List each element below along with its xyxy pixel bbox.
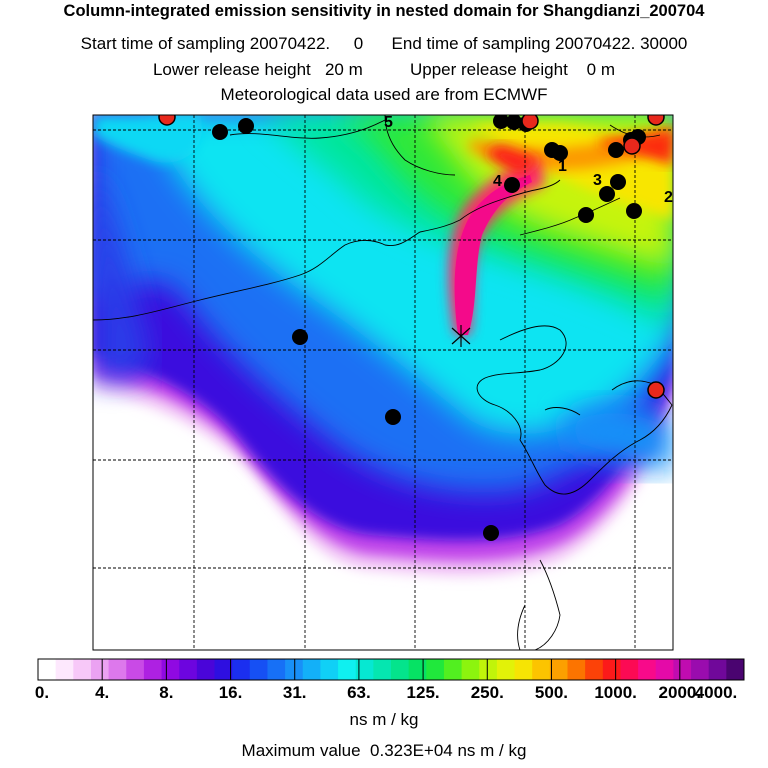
colorbar-cell xyxy=(638,659,657,680)
station-dot xyxy=(385,409,401,425)
colorbar-cell xyxy=(320,659,339,680)
colorbar-tick-label: 1000. xyxy=(594,683,637,702)
station-dot xyxy=(238,118,254,134)
colorbar-cell xyxy=(373,659,392,680)
colorbar-cell xyxy=(602,659,621,680)
colorbar-tick-label: 4000. xyxy=(694,683,738,702)
colorbar-cell xyxy=(726,659,745,680)
colorbar-cell xyxy=(126,659,145,680)
colorbar-cell xyxy=(249,659,268,680)
colorbar-cell xyxy=(214,659,233,680)
contour-label-1: 1 xyxy=(558,158,567,175)
colorbar-tick-label: 8. xyxy=(159,683,174,702)
station-markers-black xyxy=(212,115,646,541)
release-point-x-cross-icon xyxy=(451,325,471,347)
colorbar-cell xyxy=(408,659,427,680)
colorbar-cell xyxy=(532,659,551,680)
colorbar-tick-label: 2000. xyxy=(658,683,702,702)
colorbar-cell xyxy=(620,659,639,680)
plot-title: Column-integrated emission sensitivity i… xyxy=(63,2,705,20)
release-heights: Lower release height 20 m Upper release … xyxy=(152,60,616,79)
colorbar-cell xyxy=(161,659,180,680)
colorbar-cell xyxy=(55,659,74,680)
met-data-source: Meteorological data used are from ECMWF xyxy=(220,85,548,104)
colorbar-cell xyxy=(496,659,516,680)
station-dot xyxy=(504,177,520,193)
station-dot xyxy=(610,174,626,190)
station-dot-red xyxy=(521,115,539,130)
colorbar-cell xyxy=(108,659,127,680)
colorbar-cell xyxy=(143,659,163,680)
station-dot xyxy=(578,207,594,223)
colorbar-cell xyxy=(355,659,374,680)
colorbar-cell xyxy=(90,659,110,680)
colorbar-frame xyxy=(37,658,745,681)
contour-label-3: 3 xyxy=(593,172,602,189)
colorbar-tick-label: 63. xyxy=(347,683,371,702)
colorbar-cell xyxy=(179,659,198,680)
colorbar-tick-label: 250. xyxy=(470,683,504,702)
station-dot xyxy=(483,525,499,541)
station-dot xyxy=(608,142,624,158)
colorbar-cell xyxy=(391,659,410,680)
station-dot-red xyxy=(647,381,665,399)
colorbar-cell xyxy=(267,659,286,680)
station-dot-red xyxy=(647,115,665,126)
station-dot xyxy=(212,124,228,140)
colorbar-units: ns m / kg xyxy=(349,710,419,729)
station-dot xyxy=(506,115,522,130)
colorbar-cell xyxy=(514,659,533,680)
colorbar-cells xyxy=(38,659,745,680)
map-frame xyxy=(92,114,674,651)
colorbar-cell xyxy=(585,659,604,680)
colorbar-cell xyxy=(443,659,463,680)
contour-label-2: 2 xyxy=(664,189,673,206)
colorbar-cell xyxy=(655,659,674,680)
graticule xyxy=(93,115,673,650)
contour-label-4: 4 xyxy=(493,173,502,190)
colorbar-tick-label: 4. xyxy=(95,683,110,702)
colorbar-cell xyxy=(196,659,215,680)
station-dot xyxy=(292,329,308,345)
sensitivity-field: 1 2 3 4 5 xyxy=(93,114,673,650)
colorbar-cell xyxy=(232,659,251,680)
contour-label-5: 5 xyxy=(384,114,393,131)
coastlines xyxy=(93,115,673,650)
colorbar-tick-label: 500. xyxy=(534,683,568,702)
maximum-value: Maximum value 0.323E+04 ns m / kg xyxy=(241,741,527,760)
station-markers-red xyxy=(158,115,665,399)
station-dot xyxy=(493,115,509,129)
colorbar-tick-label: 16. xyxy=(218,683,243,702)
sampling-times: Start time of sampling 20070422. 0 End t… xyxy=(80,34,688,53)
colorbar-tick-label: 31. xyxy=(282,683,307,702)
colorbar-cell xyxy=(673,659,692,680)
colorbar-cell xyxy=(426,659,445,680)
station-dot xyxy=(552,145,568,161)
station-dot-red xyxy=(623,137,641,155)
colorbar-tick-label: 0. xyxy=(34,683,50,702)
colorbar-cell xyxy=(691,659,710,680)
colorbar-cell xyxy=(708,659,727,680)
colorbar-cell xyxy=(338,659,357,680)
colorbar-cell xyxy=(549,659,568,680)
station-dot-red xyxy=(158,115,176,126)
colorbar-cell xyxy=(302,659,321,680)
colorbar-cell xyxy=(285,659,304,680)
colorbar-cell xyxy=(479,659,498,680)
station-dot xyxy=(599,186,615,202)
colorbar-tick-label: 125. xyxy=(406,683,440,702)
colorbar-cell xyxy=(38,659,57,680)
colorbar-cell xyxy=(461,659,480,680)
colorbar-cell xyxy=(567,659,586,680)
colorbar-cell xyxy=(73,659,92,680)
station-dot xyxy=(626,203,642,219)
